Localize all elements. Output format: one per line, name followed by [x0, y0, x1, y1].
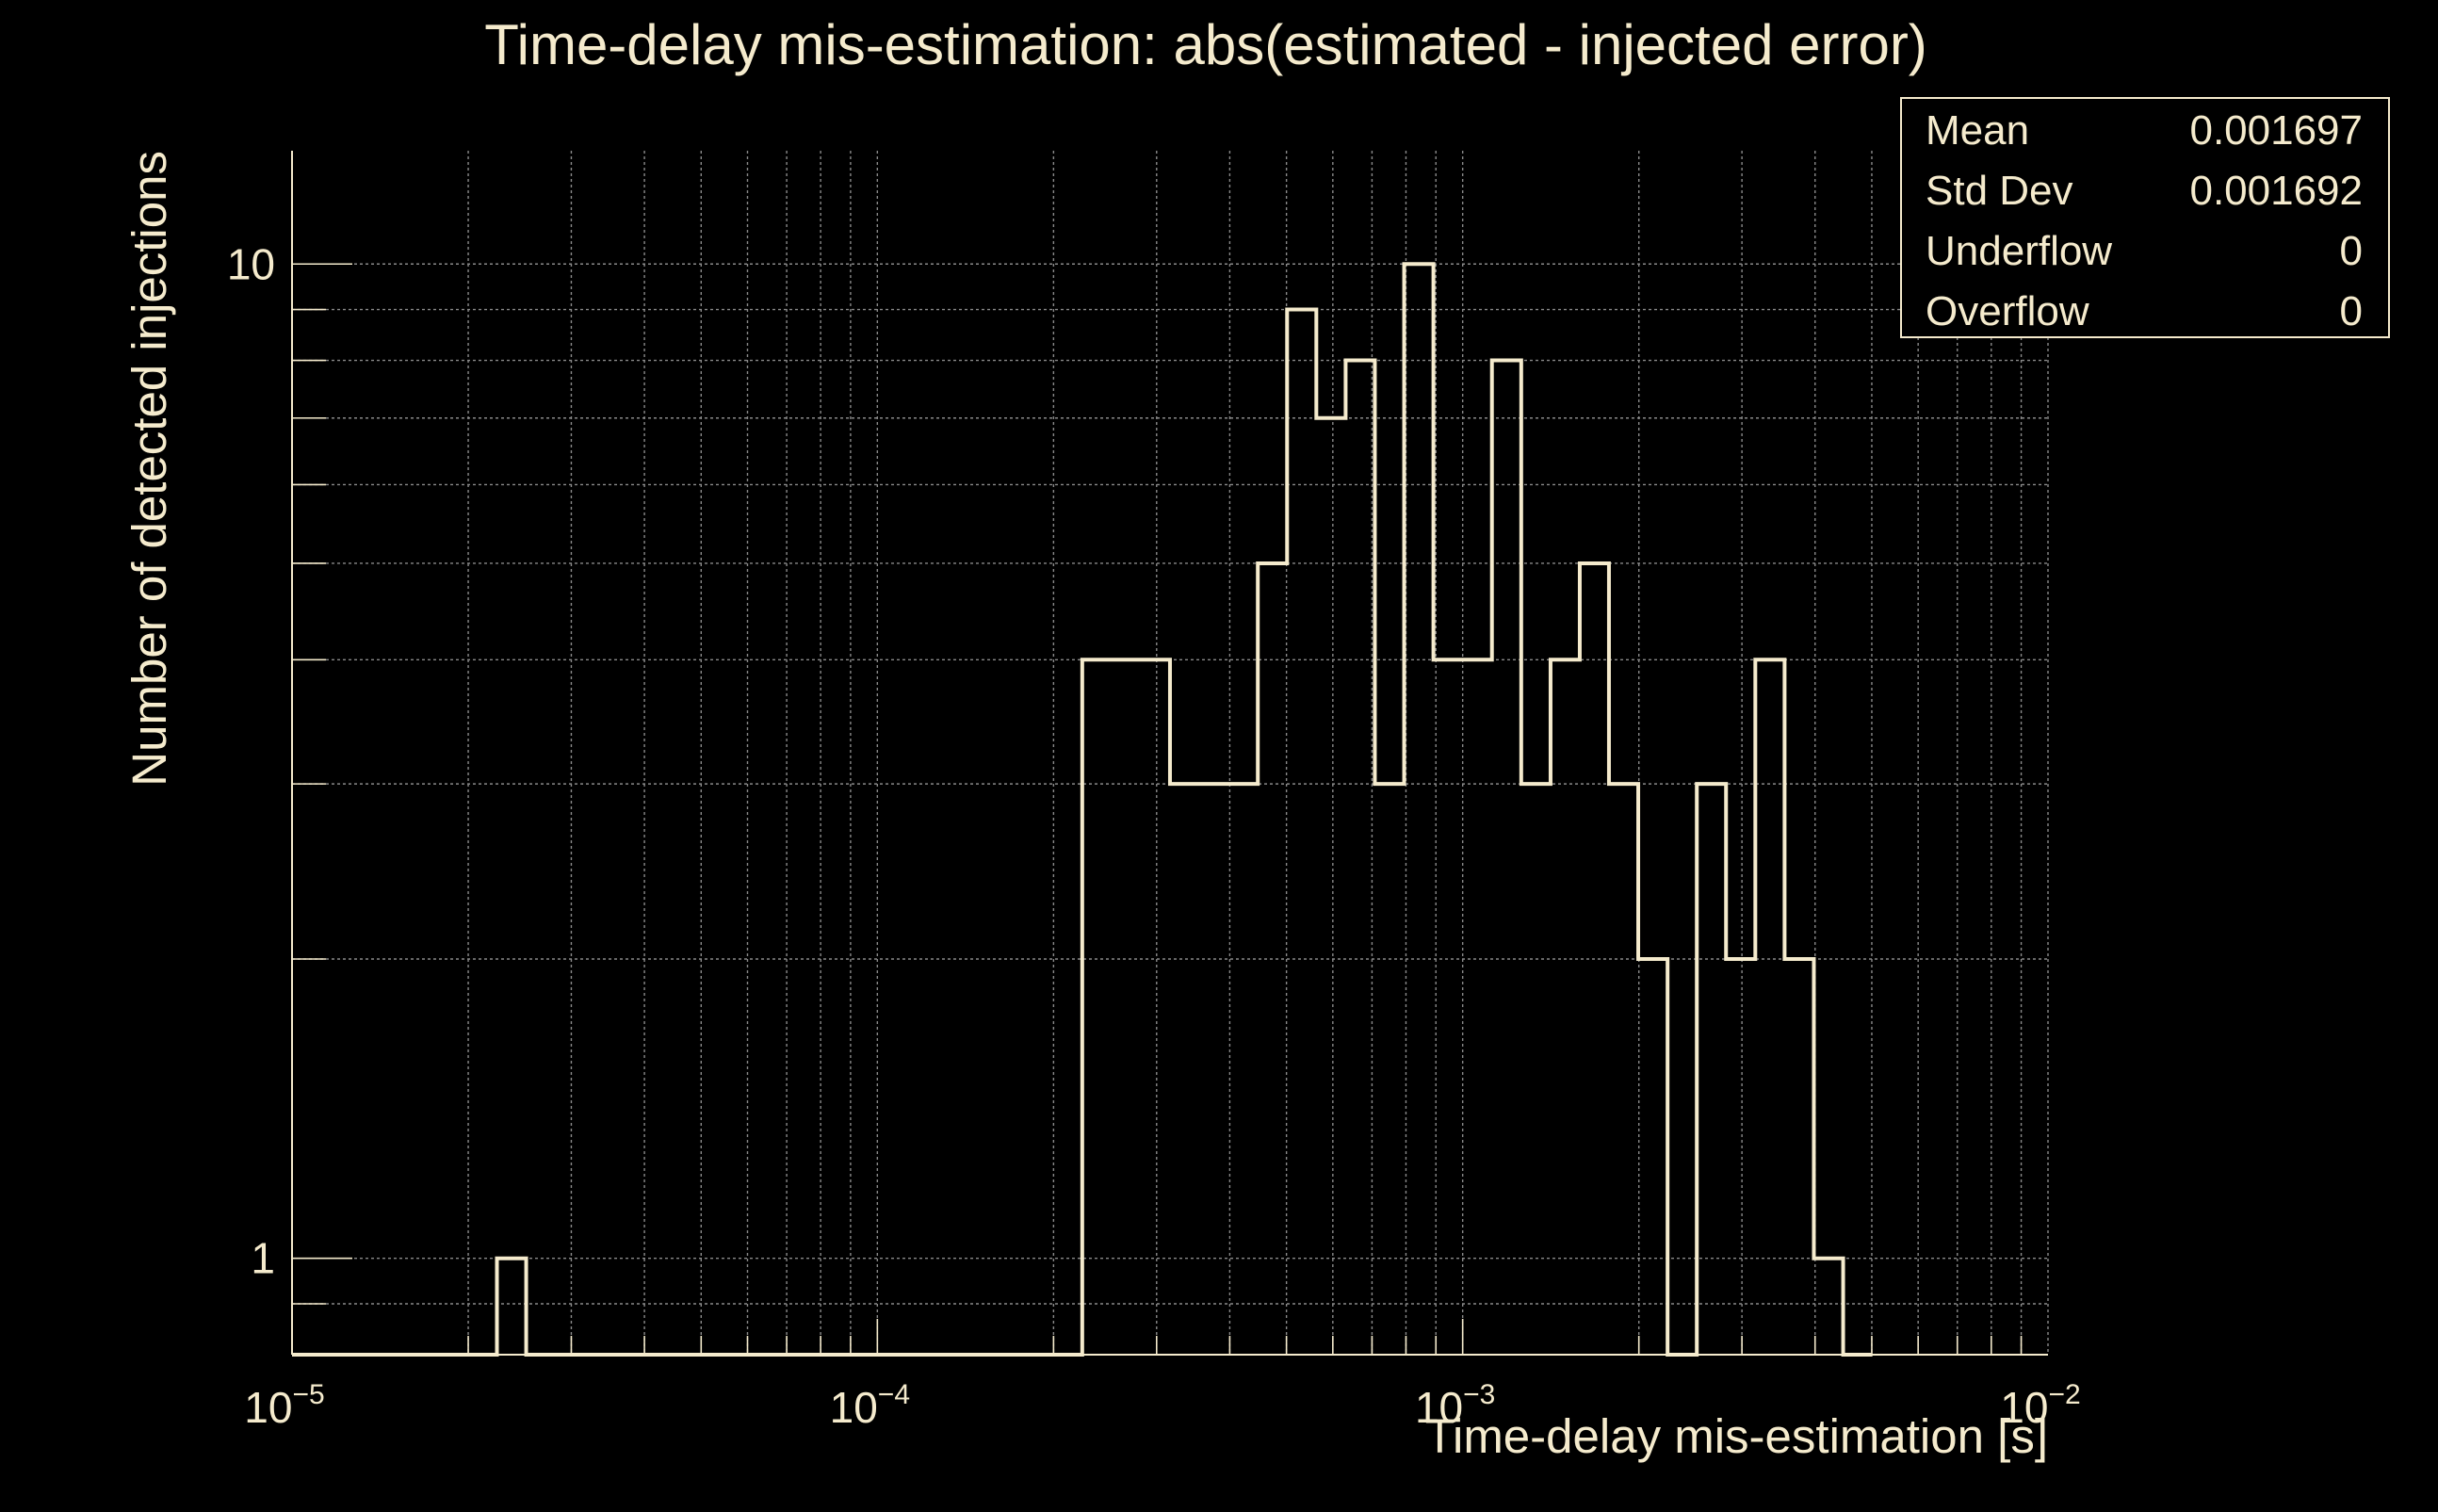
stats-label: Underflow [1926, 228, 2112, 274]
stats-label: Mean [1926, 107, 2029, 154]
tick-labels: 10−5 10−4 10−3 10−2 1 10 [227, 239, 2081, 1432]
stats-value: 0 [2340, 228, 2363, 274]
y-tick-label: 10 [227, 239, 275, 288]
x-tick-label: 10−5 [244, 1379, 324, 1432]
stats-value: 0 [2340, 288, 2363, 334]
y-axis-label: Number of detected injections [122, 151, 176, 787]
stats-box: Mean 0.001697 Std Dev 0.001692 Underflow 0 Ove… [1900, 97, 2390, 338]
grid-lines [291, 151, 2049, 1356]
x-tick-label: 10−4 [830, 1379, 910, 1432]
tick-marks [291, 263, 2023, 1356]
stats-value: 0.001697 [2189, 107, 2363, 154]
x-tick-label: 10−3 [1415, 1379, 1495, 1432]
chart-title: Time-delay mis-estimation: abs(estimated… [484, 13, 1927, 76]
stats-value: 0.001692 [2189, 168, 2363, 214]
histogram-outline [292, 262, 1873, 1357]
stats-label: Std Dev [1926, 168, 2073, 214]
x-axis-label: Time-delay mis-estimation [s] [1425, 1409, 2048, 1463]
y-tick-label: 1 [251, 1234, 275, 1283]
stats-label: Overflow [1926, 288, 2089, 334]
x-tick-label: 10−2 [2000, 1379, 2080, 1432]
